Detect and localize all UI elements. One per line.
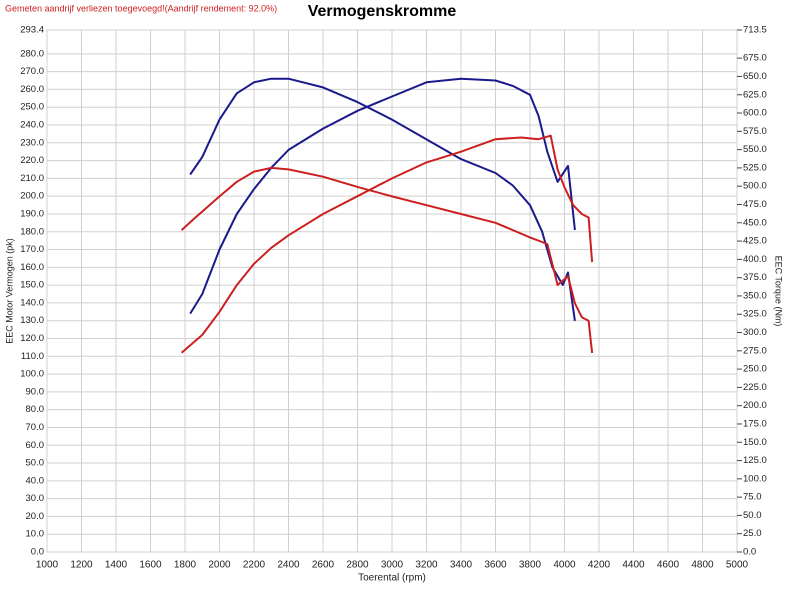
y2-tick-label: 275.0 — [743, 345, 767, 356]
y2-tick-label: 675.0 — [743, 53, 767, 64]
x-tick-label: 5000 — [726, 560, 749, 571]
y-tick-label: 230.0 — [20, 137, 44, 148]
y2-tick-label: 525.0 — [743, 162, 767, 173]
y-tick-label: 190.0 — [20, 208, 44, 219]
y-tick-label: 60.0 — [26, 440, 45, 451]
y2-tick-label: 425.0 — [743, 236, 767, 247]
y-tick-label: 10.0 — [26, 529, 45, 540]
y2-tick-label: 650.0 — [743, 71, 767, 82]
y-tick-label: 180.0 — [20, 226, 44, 237]
y-tick-label: 200.0 — [20, 191, 44, 202]
chart-subtitle: Gemeten aandrijf verliezen toegevoegd!(A… — [5, 3, 277, 13]
y-tick-label: 80.0 — [26, 404, 45, 415]
y-tick-label: 170.0 — [20, 244, 44, 255]
y2-tick-label: 325.0 — [743, 309, 767, 320]
y2-tick-label: 550.0 — [743, 144, 767, 155]
x-tick-label: 3000 — [381, 560, 404, 571]
y-tick-label: 130.0 — [20, 315, 44, 326]
y-tick-label: 0.0 — [31, 547, 44, 558]
y2-tick-label: 125.0 — [743, 455, 767, 466]
x-tick-label: 3800 — [519, 560, 542, 571]
y2-tick-label: 50.0 — [743, 510, 762, 521]
y-tick-label: 50.0 — [26, 458, 45, 469]
chart-title: Vermogenskromme — [308, 3, 457, 20]
y2-tick-label: 75.0 — [743, 492, 762, 503]
x-tick-label: 2400 — [277, 560, 300, 571]
y2-tick-label: 150.0 — [743, 437, 767, 448]
y-tick-label: 120.0 — [20, 333, 44, 344]
y-tick-label: 70.0 — [26, 422, 45, 433]
y-tick-label: 260.0 — [20, 84, 44, 95]
y-tick-label: 293.4 — [20, 25, 44, 36]
y2-tick-label: 350.0 — [743, 290, 767, 301]
x-tick-label: 1600 — [139, 560, 162, 571]
x-tick-label: 1800 — [174, 560, 197, 571]
x-tick-label: 2000 — [208, 560, 231, 571]
y-tick-label: 100.0 — [20, 369, 44, 380]
y2-tick-label: 375.0 — [743, 272, 767, 283]
x-tick-label: 2200 — [243, 560, 266, 571]
x-tick-label: 4400 — [622, 560, 645, 571]
y-tick-label: 220.0 — [20, 155, 44, 166]
y2-tick-label: 100.0 — [743, 473, 767, 484]
y2-tick-label: 200.0 — [743, 400, 767, 411]
data-line — [180, 166, 594, 354]
y-tick-label: 250.0 — [20, 102, 44, 113]
y2-tick-label: 225.0 — [743, 382, 767, 393]
y2-tick-label: 713.5 — [743, 25, 767, 36]
x-tick-label: 2800 — [346, 560, 369, 571]
y2-tick-label: 625.0 — [743, 89, 767, 100]
x-tick-label: 4000 — [553, 560, 576, 571]
y2-tick-label: 300.0 — [743, 327, 767, 338]
data-line — [189, 77, 576, 315]
y-tick-label: 160.0 — [20, 262, 44, 273]
y-axis-title: EEC Motor Vermogen (pk) — [4, 238, 14, 344]
y2-tick-label: 475.0 — [743, 199, 767, 210]
y2-tick-label: 500.0 — [743, 181, 767, 192]
y-tick-label: 110.0 — [21, 351, 44, 362]
y2-tick-label: 250.0 — [743, 364, 767, 375]
y2-tick-label: 0.0 — [743, 547, 756, 558]
x-tick-label: 1400 — [105, 560, 128, 571]
x-tick-label: 1200 — [70, 560, 93, 571]
y-tick-label: 20.0 — [26, 511, 45, 522]
x-tick-label: 4200 — [588, 560, 611, 571]
x-tick-label: 4800 — [691, 560, 714, 571]
y-tick-label: 210.0 — [20, 173, 44, 184]
x-tick-label: 3200 — [415, 560, 438, 571]
y-tick-label: 150.0 — [20, 280, 44, 291]
x-tick-label: 3400 — [450, 560, 473, 571]
x-tick-label: 4600 — [657, 560, 680, 571]
y2-tick-label: 25.0 — [743, 528, 762, 539]
x-tick-label: 1000 — [36, 560, 59, 571]
y2-tick-label: 400.0 — [743, 254, 767, 265]
x-axis-title: Toerental (rpm) — [358, 573, 426, 584]
y-tick-label: 270.0 — [20, 66, 44, 77]
y2-axis-title: EEC Torque (Nm) — [774, 256, 784, 327]
y-tick-label: 30.0 — [26, 493, 45, 504]
data-line — [180, 134, 594, 354]
y2-tick-label: 450.0 — [743, 217, 767, 228]
y-tick-label: 40.0 — [26, 475, 45, 486]
y2-tick-label: 575.0 — [743, 126, 767, 137]
y-tick-label: 140.0 — [20, 297, 44, 308]
y-tick-label: 90.0 — [26, 386, 45, 397]
y-tick-label: 280.0 — [20, 48, 44, 59]
y-tick-label: 240.0 — [20, 120, 44, 131]
y2-tick-label: 175.0 — [743, 418, 767, 429]
x-tick-label: 2600 — [312, 560, 335, 571]
y2-tick-label: 600.0 — [743, 108, 767, 119]
x-tick-label: 3600 — [484, 560, 507, 571]
